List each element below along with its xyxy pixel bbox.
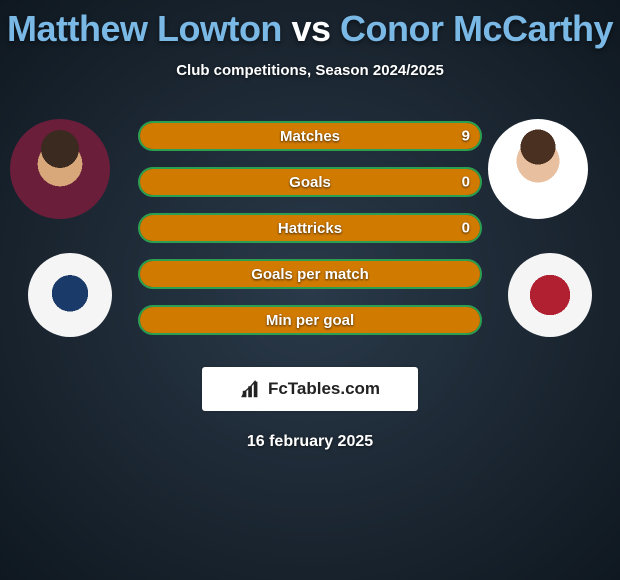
comparison-date: 16 february 2025	[0, 433, 620, 451]
stat-label: Min per goal	[266, 312, 354, 329]
stat-row: Min per goal	[138, 305, 482, 335]
player2-club-badge	[508, 253, 592, 337]
vs-separator: vs	[291, 8, 330, 49]
stat-row: Goals per match	[138, 259, 482, 289]
stat-bars: Matches 9 Goals 0 Hattricks 0 Goals per match M…	[138, 121, 482, 351]
player1-face-icon	[10, 119, 110, 219]
bar-chart-icon	[240, 378, 262, 400]
player1-name: Matthew Lowton	[7, 8, 282, 49]
stat-label: Goals	[289, 174, 331, 191]
club1-badge-icon	[28, 253, 112, 337]
stat-row: Hattricks 0	[138, 213, 482, 243]
brand-box: FcTables.com	[202, 367, 418, 411]
player1-club-badge	[28, 253, 112, 337]
stat-row: Goals 0	[138, 167, 482, 197]
subtitle: Club competitions, Season 2024/2025	[0, 62, 620, 79]
player2-avatar	[488, 119, 588, 219]
player1-avatar	[10, 119, 110, 219]
player2-name: Conor McCarthy	[340, 8, 613, 49]
stat-row: Matches 9	[138, 121, 482, 151]
stat-value-right: 0	[462, 174, 470, 191]
stat-label: Goals per match	[251, 266, 369, 283]
comparison-content: Matches 9 Goals 0 Hattricks 0 Goals per match M…	[0, 109, 620, 359]
player2-face-icon	[488, 119, 588, 219]
stat-label: Matches	[280, 128, 340, 145]
stat-value-right: 0	[462, 220, 470, 237]
brand-text: FcTables.com	[268, 379, 380, 399]
comparison-title: Matthew Lowton vs Conor McCarthy	[0, 0, 620, 50]
stat-label: Hattricks	[278, 220, 342, 237]
club2-badge-icon	[508, 253, 592, 337]
stat-value-right: 9	[462, 128, 470, 145]
